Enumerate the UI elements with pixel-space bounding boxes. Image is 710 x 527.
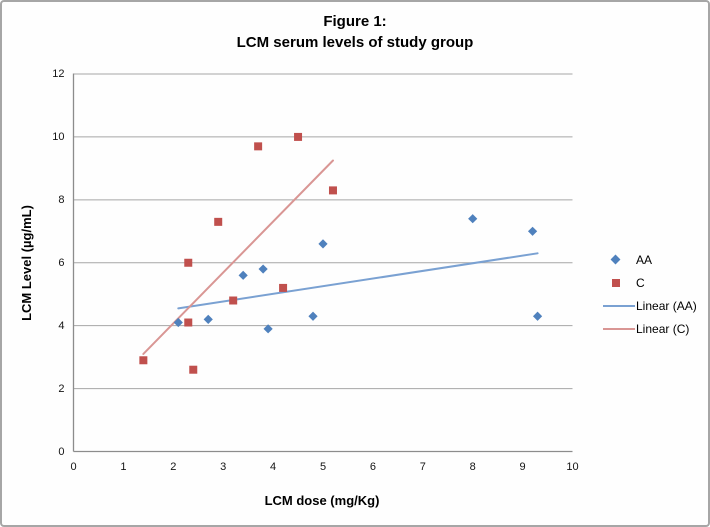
x-tick-label: 4 <box>270 460 277 473</box>
legend-label: Linear (C) <box>636 321 690 336</box>
x-tick-label: 6 <box>369 460 376 473</box>
point-c <box>189 365 198 374</box>
point-c <box>328 186 337 195</box>
line-icon <box>603 327 635 330</box>
point-c <box>184 258 193 267</box>
point-aa <box>527 226 538 236</box>
square-icon <box>612 278 620 287</box>
x-tick-label: 10 <box>566 460 579 473</box>
y-axis-title: LCM Level (µg/mL) <box>19 205 34 321</box>
point-aa <box>308 311 318 321</box>
point-c <box>254 142 263 151</box>
x-tick-label: 7 <box>419 460 426 473</box>
x-tick-label: 2 <box>170 460 177 473</box>
y-tick-label: 4 <box>58 319 65 332</box>
point-aa <box>468 214 478 224</box>
legend-item-c: C <box>603 271 697 294</box>
point-c <box>214 217 223 226</box>
legend-square-swatch <box>603 278 636 287</box>
legend-label: AA <box>636 252 653 267</box>
point-c <box>184 318 193 327</box>
chart-title: Figure 1: LCM serum levels of study grou… <box>2 11 708 53</box>
legend-line-swatch <box>603 304 636 307</box>
y-tick-label: 2 <box>58 382 65 395</box>
x-tick-label: 5 <box>319 460 327 473</box>
trendline-linearc <box>142 159 334 355</box>
point-c <box>139 356 148 365</box>
x-tick-label: 0 <box>70 460 77 473</box>
point-c <box>294 132 303 141</box>
legend-item-aa: AA <box>603 248 697 271</box>
point-aa <box>258 264 268 274</box>
point-c <box>229 296 238 305</box>
chart-legend: AA C Linear (AA) Linear (C) <box>603 248 697 340</box>
x-tick-label: 1 <box>120 460 127 473</box>
y-tick-label: 0 <box>58 445 65 458</box>
chart-title-line1: Figure 1: <box>323 13 387 30</box>
legend-label: C <box>636 275 645 290</box>
x-tick-label: 3 <box>220 460 227 473</box>
diamond-icon <box>610 254 621 265</box>
legend-diamond-swatch <box>603 254 636 265</box>
point-aa <box>173 317 183 328</box>
point-aa <box>203 314 213 324</box>
chart-title-line2: LCM serum levels of study group <box>236 34 474 51</box>
line-icon <box>603 304 635 307</box>
legend-item-linearaa: Linear (AA) <box>603 294 697 317</box>
y-tick-label: 6 <box>58 256 65 269</box>
point-c <box>279 283 288 292</box>
y-tick-label: 12 <box>52 68 65 80</box>
x-axis-title: LCM dose (mg/Kg) <box>264 493 380 508</box>
point-aa <box>263 324 273 334</box>
x-tick-label: 8 <box>469 460 476 473</box>
point-aa <box>238 270 248 280</box>
point-aa <box>532 311 543 321</box>
y-tick-label: 10 <box>52 130 65 143</box>
legend-item-linearc: Linear (C) <box>603 317 697 340</box>
x-tick-label: 9 <box>519 460 526 473</box>
point-aa <box>318 239 328 249</box>
y-tick-label: 8 <box>58 193 65 206</box>
legend-label: Linear (AA) <box>636 298 697 313</box>
trendline-linearaa <box>177 252 539 310</box>
legend-line-swatch <box>603 327 636 330</box>
